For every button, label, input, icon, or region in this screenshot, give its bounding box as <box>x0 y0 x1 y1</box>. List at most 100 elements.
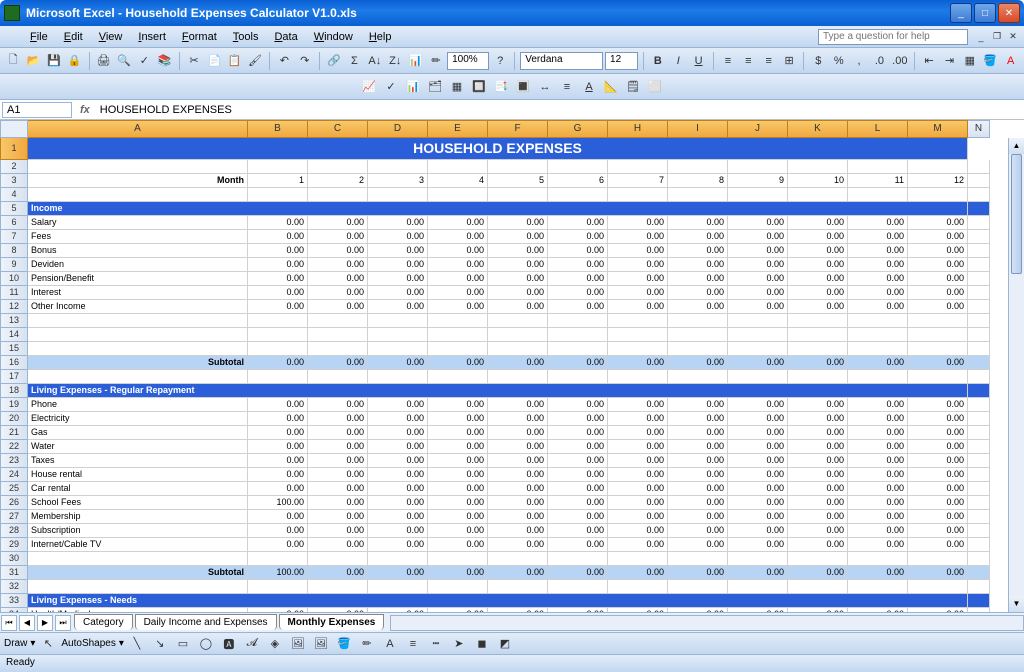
dashstyle-icon[interactable]: ┅ <box>426 634 446 654</box>
cell[interactable]: 6 <box>548 174 608 188</box>
cell[interactable] <box>548 370 608 384</box>
row-header-5[interactable]: 5 <box>0 202 28 216</box>
dec-decimal-icon[interactable]: .00 <box>891 51 909 71</box>
cell[interactable]: 0.00 <box>848 524 908 538</box>
cell[interactable] <box>308 342 368 356</box>
help-search[interactable] <box>818 29 968 45</box>
cell[interactable] <box>968 510 990 524</box>
col-header-J[interactable]: J <box>728 120 788 138</box>
cell[interactable] <box>548 342 608 356</box>
tb2-icon-6[interactable]: 🔲 <box>469 77 489 97</box>
horizontal-scrollbar[interactable] <box>390 615 1024 631</box>
cell[interactable] <box>788 160 848 174</box>
inc-indent-icon[interactable]: ⇥ <box>940 51 958 71</box>
col-header-A[interactable]: A <box>28 120 248 138</box>
cell[interactable]: 0.00 <box>428 538 488 552</box>
tb2-icon-1[interactable]: 📈 <box>359 77 379 97</box>
row-header-20[interactable]: 20 <box>0 412 28 426</box>
cell[interactable]: 0.00 <box>788 216 848 230</box>
cell[interactable]: 0.00 <box>428 608 488 612</box>
cell[interactable]: 0.00 <box>728 468 788 482</box>
cell[interactable] <box>428 370 488 384</box>
cell[interactable] <box>968 356 990 370</box>
select-all-corner[interactable] <box>0 120 28 138</box>
cell[interactable] <box>428 314 488 328</box>
row-header-19[interactable]: 19 <box>0 398 28 412</box>
row-header-10[interactable]: 10 <box>0 272 28 286</box>
cell[interactable]: 0.00 <box>428 216 488 230</box>
cell[interactable]: 0.00 <box>788 496 848 510</box>
cell[interactable]: 0.00 <box>668 356 728 370</box>
cell[interactable]: 5 <box>488 174 548 188</box>
cell[interactable] <box>308 314 368 328</box>
cell[interactable] <box>308 328 368 342</box>
cell[interactable]: 0.00 <box>248 272 308 286</box>
align-left-icon[interactable]: ≡ <box>719 51 737 71</box>
cell[interactable] <box>968 160 990 174</box>
cell[interactable]: 0.00 <box>788 244 848 258</box>
cell[interactable] <box>968 230 990 244</box>
cell[interactable]: 0.00 <box>908 608 968 612</box>
spreadsheet-grid[interactable]: ABCDEFGHIJKLMN 1234567891011121314151617… <box>0 120 1024 612</box>
cell[interactable] <box>368 342 428 356</box>
cell[interactable]: 0.00 <box>788 412 848 426</box>
cell[interactable]: 0.00 <box>308 482 368 496</box>
textbox-icon[interactable]: 🅰 <box>219 634 239 654</box>
cell[interactable]: 0.00 <box>788 440 848 454</box>
cell[interactable]: 11 <box>848 174 908 188</box>
cell[interactable] <box>488 342 548 356</box>
cell[interactable]: 0.00 <box>668 566 728 580</box>
row-header-33[interactable]: 33 <box>0 594 28 608</box>
cell[interactable]: 0.00 <box>548 524 608 538</box>
cell[interactable] <box>428 188 488 202</box>
cell[interactable] <box>968 454 990 468</box>
cell[interactable]: 0.00 <box>248 300 308 314</box>
cell[interactable] <box>548 328 608 342</box>
cell[interactable]: 0.00 <box>668 412 728 426</box>
cell[interactable] <box>428 552 488 566</box>
cell[interactable]: 0.00 <box>728 258 788 272</box>
sort-asc-icon[interactable]: A↓ <box>366 51 384 71</box>
cell[interactable]: 0.00 <box>608 216 668 230</box>
cell[interactable] <box>608 580 668 594</box>
cell[interactable]: 0.00 <box>668 244 728 258</box>
cell[interactable] <box>368 328 428 342</box>
cell[interactable]: 0.00 <box>728 216 788 230</box>
tb2-icon-2[interactable]: ✓ <box>381 77 401 97</box>
cell[interactable]: Gas <box>28 426 248 440</box>
cell[interactable] <box>968 482 990 496</box>
cell[interactable]: 0.00 <box>428 244 488 258</box>
row-header-22[interactable]: 22 <box>0 440 28 454</box>
drawing-icon[interactable]: ✏ <box>427 51 445 71</box>
bold-icon[interactable]: B <box>649 51 667 71</box>
cell[interactable]: 0.00 <box>548 356 608 370</box>
cell[interactable] <box>668 328 728 342</box>
cell[interactable]: 0.00 <box>608 454 668 468</box>
diagram-icon[interactable]: ◈ <box>265 634 285 654</box>
menu-data[interactable]: Data <box>266 29 305 45</box>
cell[interactable]: Health/Medical <box>28 608 248 612</box>
row-header-7[interactable]: 7 <box>0 230 28 244</box>
col-header-E[interactable]: E <box>428 120 488 138</box>
cell[interactable] <box>788 328 848 342</box>
cell[interactable]: 0.00 <box>428 454 488 468</box>
cell[interactable] <box>968 594 990 608</box>
cell[interactable]: 0.00 <box>848 454 908 468</box>
cell[interactable]: 0.00 <box>908 524 968 538</box>
cell[interactable]: 8 <box>668 174 728 188</box>
cell[interactable]: Membership <box>28 510 248 524</box>
cell[interactable]: 100.00 <box>248 566 308 580</box>
cell[interactable]: 0.00 <box>368 216 428 230</box>
cell[interactable]: 0.00 <box>728 286 788 300</box>
row-header-15[interactable]: 15 <box>0 342 28 356</box>
cell[interactable]: 0.00 <box>428 230 488 244</box>
cell[interactable] <box>908 370 968 384</box>
cell[interactable] <box>728 342 788 356</box>
cell[interactable]: 0.00 <box>368 244 428 258</box>
cell[interactable]: 0.00 <box>608 510 668 524</box>
cell[interactable] <box>368 370 428 384</box>
cell[interactable] <box>728 314 788 328</box>
cell[interactable]: 0.00 <box>728 230 788 244</box>
doc-restore-button[interactable]: ❐ <box>990 30 1004 44</box>
cell[interactable]: Phone <box>28 398 248 412</box>
